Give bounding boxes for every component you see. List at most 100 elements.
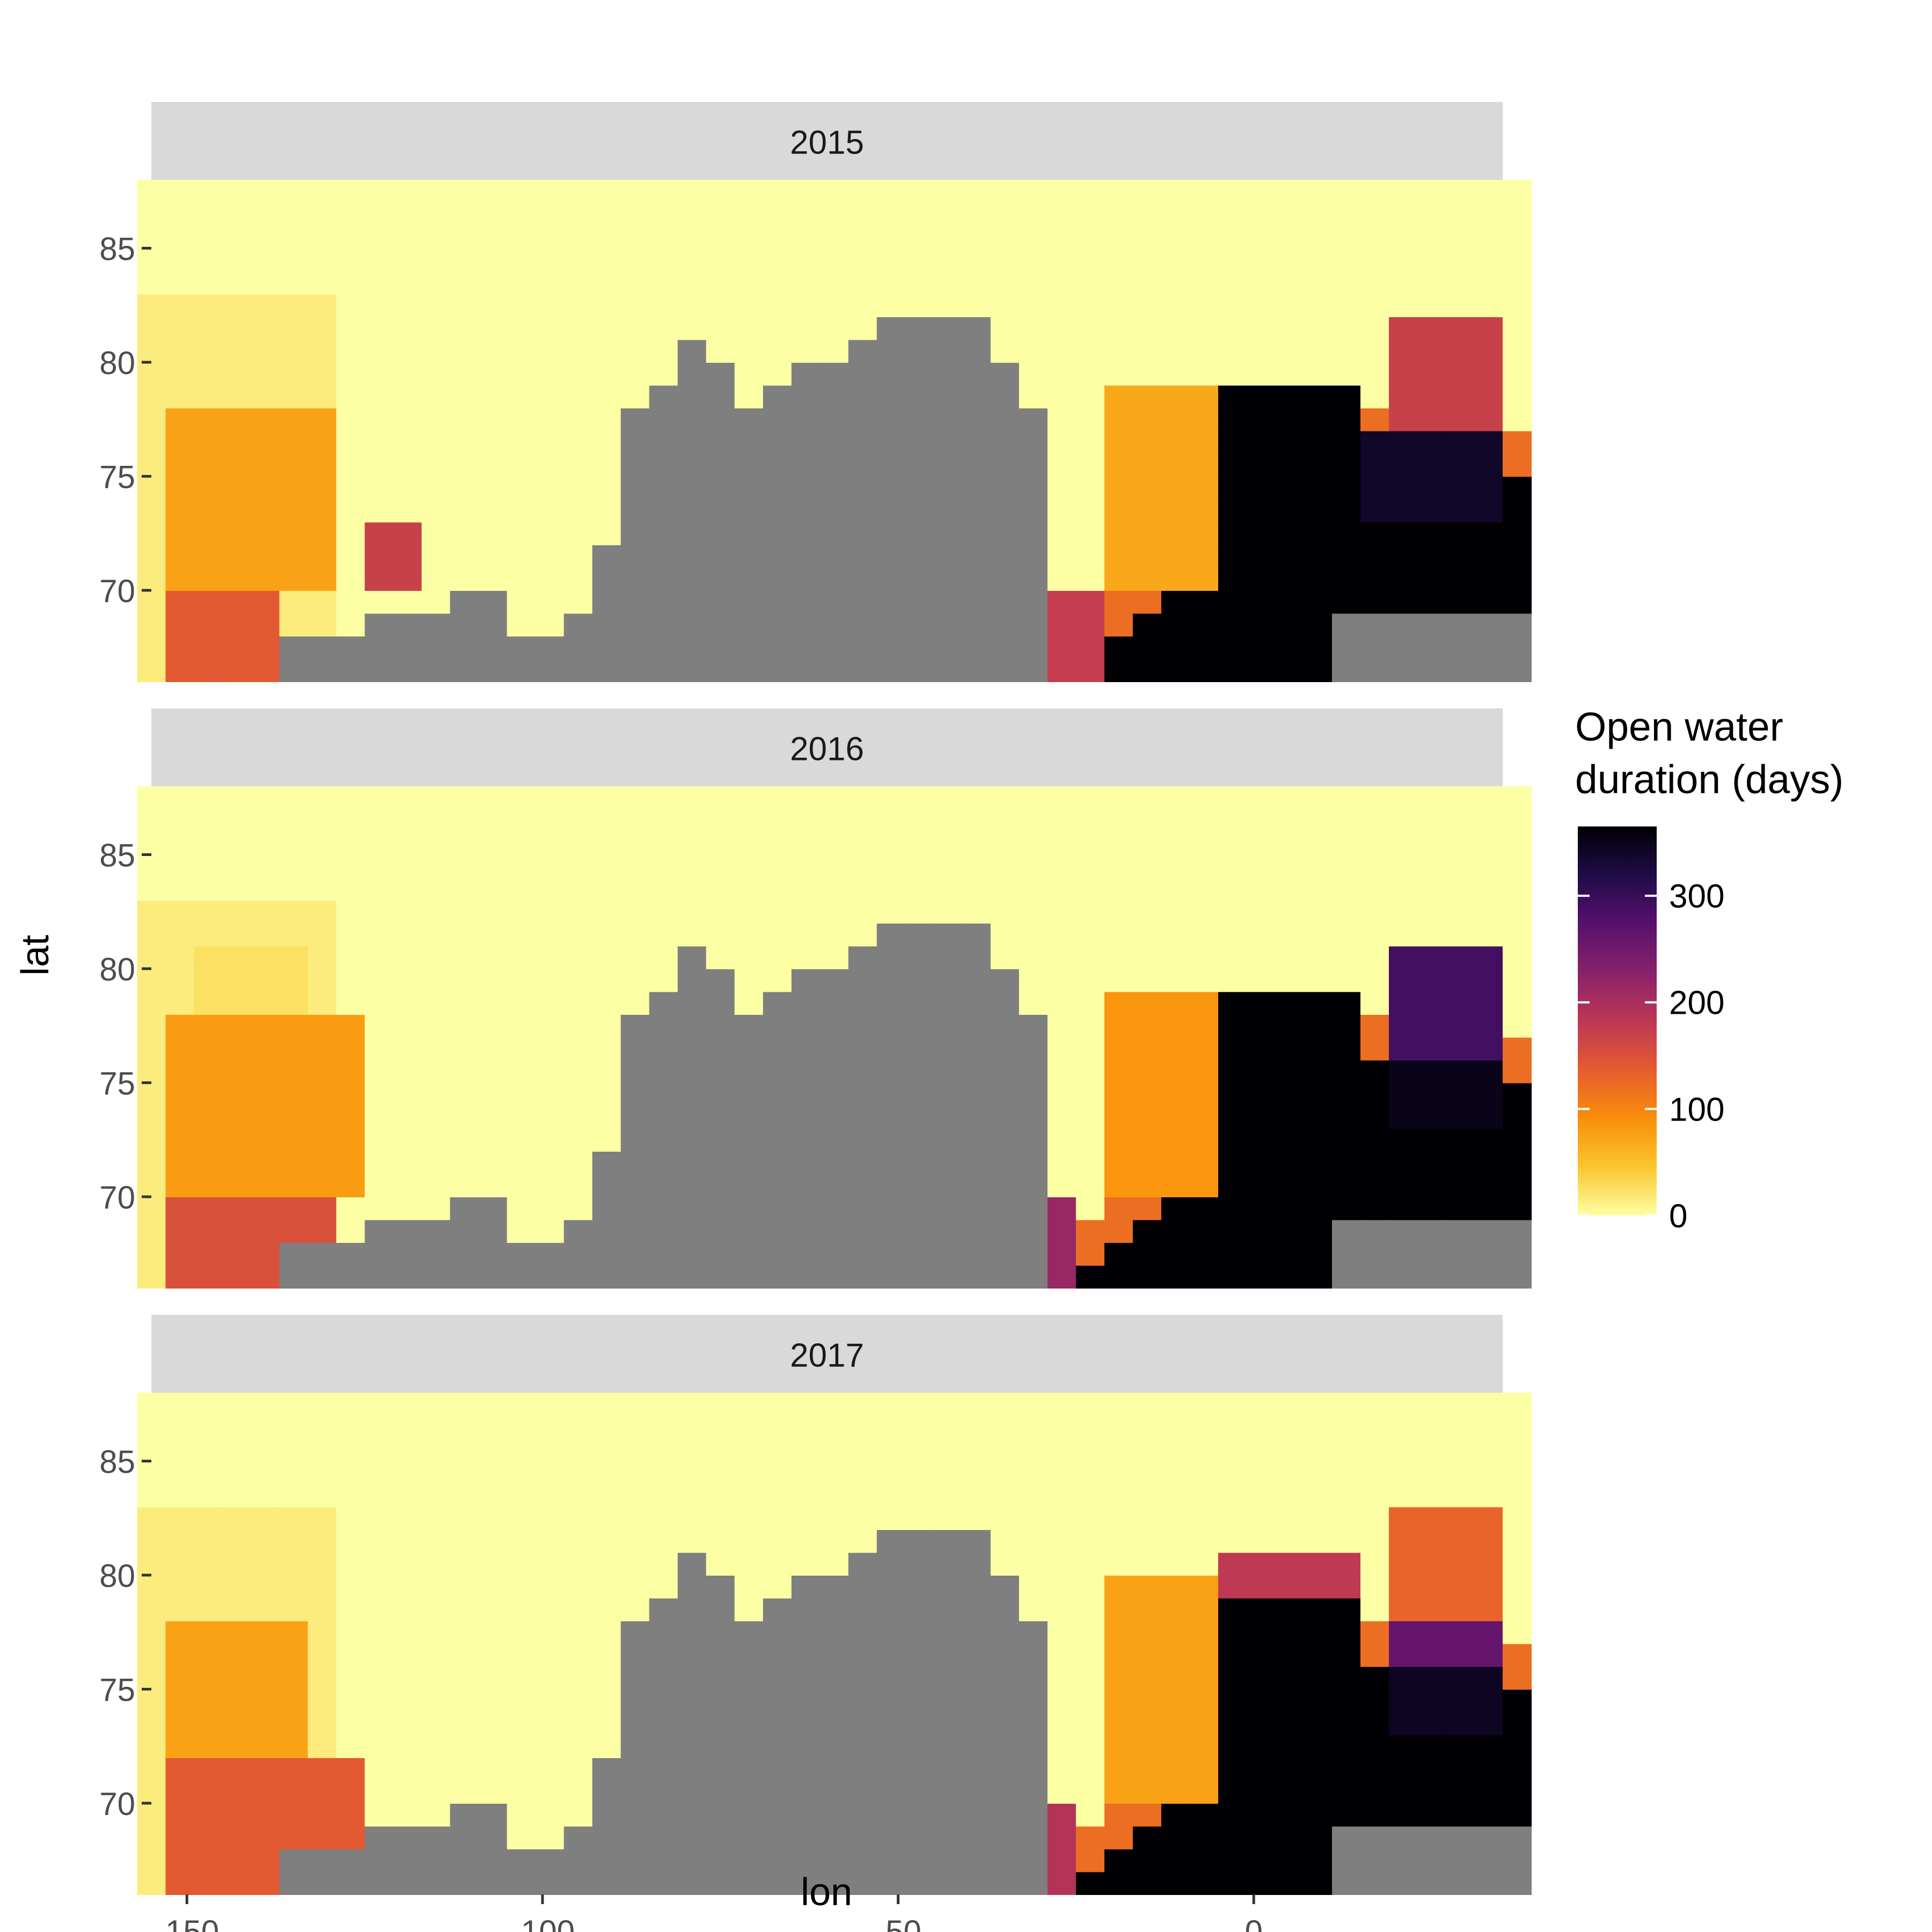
heat-cell [251, 225, 280, 249]
heat-cell [1360, 1826, 1389, 1849]
heat-cell [1189, 1552, 1219, 1576]
heat-cell [194, 832, 223, 855]
heat-cell [962, 362, 991, 386]
heat-cell [962, 1197, 991, 1220]
heat-cell [421, 991, 451, 1015]
legend-color-bar [1578, 826, 1657, 1216]
heat-cell [876, 877, 906, 901]
heat-cell [1275, 1197, 1304, 1220]
heat-cell [1246, 877, 1276, 901]
heat-cell [1104, 294, 1133, 317]
heat-cell [1303, 202, 1333, 226]
heat-cell [933, 180, 963, 203]
heat-cell [848, 1506, 877, 1530]
heat-cell [734, 613, 764, 636]
heat-cell [791, 1712, 821, 1736]
heat-cell [564, 1826, 593, 1849]
heat-cell [848, 271, 877, 295]
heat-cell [905, 636, 934, 660]
heat-cell [336, 590, 365, 614]
x-tick-label: -150 [155, 1914, 219, 1932]
heat-cell [763, 1014, 792, 1038]
heat-cell [1360, 877, 1389, 901]
heat-cell [649, 969, 678, 992]
heat-cell [279, 1265, 309, 1289]
heat-cell [819, 590, 849, 614]
heat-cell [706, 1758, 735, 1781]
heat-cell [1417, 877, 1446, 901]
heat-cell [1132, 1219, 1162, 1243]
heat-cell [1474, 1197, 1503, 1220]
heat-cell [1161, 180, 1190, 203]
heat-cell [393, 969, 422, 992]
heat-cell [1360, 1219, 1389, 1243]
heat-cell [507, 248, 536, 272]
heat-cell [535, 476, 565, 500]
heat-cell [279, 1735, 309, 1758]
heat-cell [933, 1598, 963, 1621]
heat-cell [308, 271, 337, 295]
heat-cell [990, 1666, 1020, 1690]
heat-cell [1275, 294, 1304, 317]
heat-cell [1075, 1219, 1105, 1243]
heat-cell [1104, 430, 1133, 454]
heat-cell [1275, 1265, 1304, 1289]
heat-cell [421, 877, 451, 901]
heat-cell [649, 1621, 678, 1644]
heat-cell [1417, 832, 1446, 855]
heat-cell [393, 1128, 422, 1152]
heat-cell [450, 1735, 479, 1758]
heat-cell [905, 1849, 934, 1872]
heat-cell [1189, 1014, 1219, 1038]
heat-cell [592, 248, 621, 272]
heat-cell [1503, 567, 1532, 591]
heat-cell [279, 1438, 309, 1462]
heat-cell [137, 317, 166, 340]
heat-cell [791, 180, 821, 203]
heat-cell [791, 271, 821, 295]
heat-cell [763, 946, 792, 969]
heat-cell [1275, 1803, 1304, 1827]
heat-cell [1218, 1037, 1247, 1060]
heat-cell [1275, 339, 1304, 363]
heat-cell [1132, 1265, 1162, 1289]
heat-cell [1331, 877, 1361, 901]
heat-cell [137, 1242, 166, 1266]
heat-cell [336, 1803, 365, 1827]
heat-cell [791, 1758, 821, 1781]
heat-cell [1075, 854, 1105, 878]
heat-cell [165, 854, 195, 878]
heat-cell [876, 991, 906, 1015]
heat-cell [848, 1197, 877, 1220]
heat-cell [1019, 1735, 1048, 1758]
heat-cell [1218, 362, 1247, 386]
heat-cell [933, 317, 963, 340]
heat-cell [990, 1575, 1020, 1599]
heat-cell [734, 271, 764, 295]
heat-cell [1445, 658, 1475, 682]
heat-cell [279, 1803, 309, 1827]
heat-cell [450, 1758, 479, 1781]
heat-cell [962, 567, 991, 591]
heat-cell [1104, 1393, 1133, 1416]
heat-cell [251, 658, 280, 682]
heat-cell [1189, 1415, 1219, 1439]
heat-cell [137, 1014, 166, 1038]
heat-cell [763, 476, 792, 500]
heat-cell [279, 1106, 309, 1129]
heat-cell [819, 923, 849, 947]
heat-cell [308, 1666, 337, 1690]
heat-cell [336, 636, 365, 660]
heat-cell [876, 545, 906, 568]
heat-cell [535, 786, 565, 810]
heat-cell [905, 1197, 934, 1220]
heat-cell [251, 339, 280, 363]
heat-cell [734, 809, 764, 832]
heat-cell [1132, 476, 1162, 500]
heat-cell [1218, 476, 1247, 500]
heat-cell [194, 430, 223, 454]
heat-cell [165, 786, 195, 810]
heat-cell [1503, 545, 1532, 568]
heat-cell [336, 271, 365, 295]
heat-cell [1303, 1826, 1333, 1849]
